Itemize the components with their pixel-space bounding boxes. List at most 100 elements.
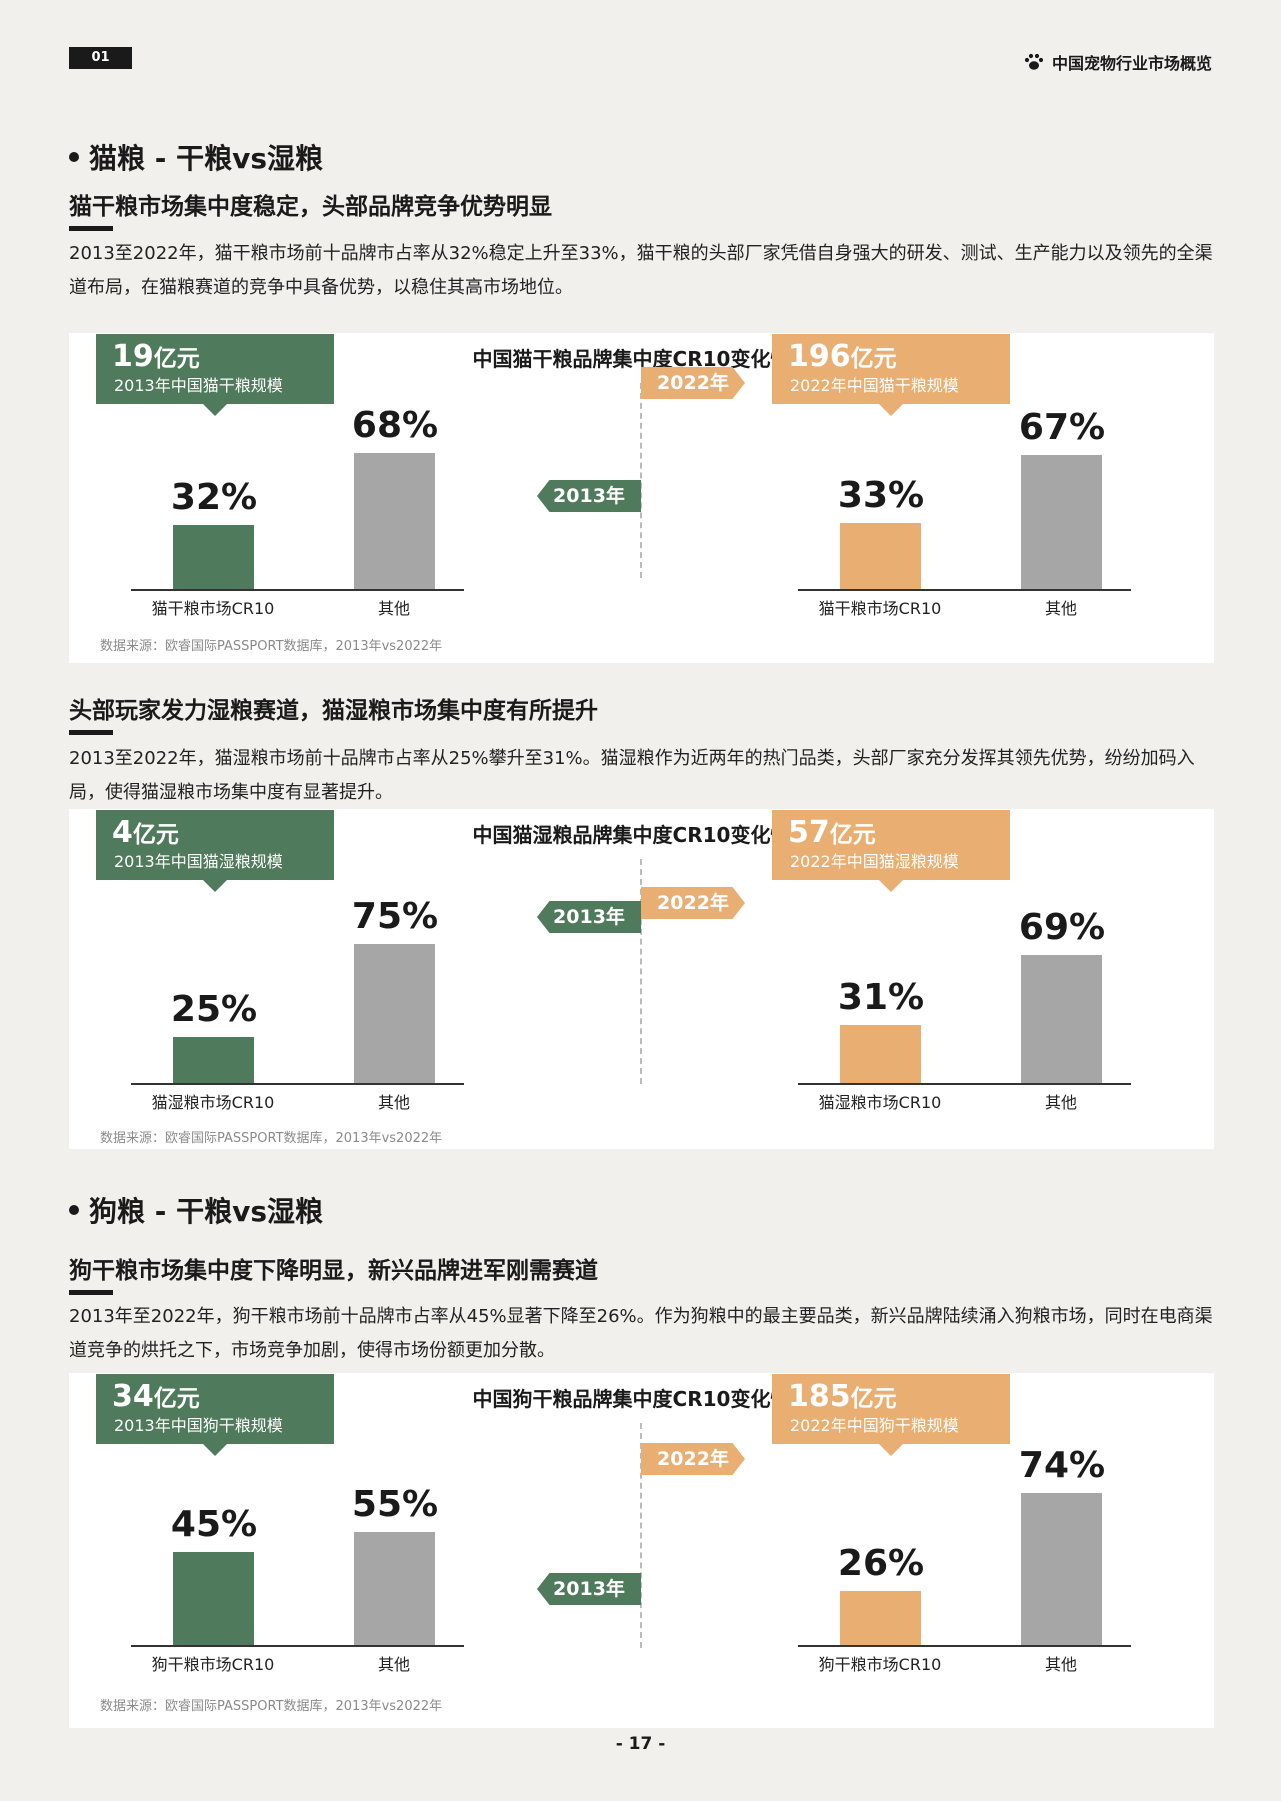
x-label-cr10: 狗干粮市场CR10 <box>151 1655 275 1674</box>
bar-label-other: 74% <box>1018 1444 1106 1486</box>
bar-other <box>354 453 435 589</box>
market-size-number: 19 <box>112 339 154 374</box>
market-size-label: 2022年中国猫干粮规模 <box>790 376 959 395</box>
chart-axis <box>131 1645 464 1647</box>
market-size-unit: 亿元 <box>153 1386 200 1412</box>
report-title: 中国宠物行业市场概览 <box>1051 54 1212 73</box>
section-title-dog: 狗粮 - 干粮vs湿粮 <box>69 1190 323 1230</box>
market-size-unit: 亿元 <box>132 822 179 848</box>
market-size-unit: 亿元 <box>850 346 897 372</box>
x-label-cr10: 猫湿粮市场CR10 <box>818 1093 942 1112</box>
year-tag-2013: 2013年 <box>537 480 641 512</box>
market-size-label: 2022年中国猫湿粮规模 <box>790 852 959 871</box>
bar-label-cr10: 25% <box>170 988 258 1030</box>
page-tag: 01 <box>69 47 132 69</box>
bar-cr10 <box>840 523 921 589</box>
section-title-text: 猫粮 - 干粮vs湿粮 <box>89 142 324 175</box>
chart-axis <box>798 589 1131 591</box>
bullet-dot <box>69 152 79 162</box>
x-label-cr10: 狗干粮市场CR10 <box>818 1655 942 1674</box>
page-number: - 17 - <box>615 1734 666 1754</box>
paw-icon <box>1024 53 1044 70</box>
market-size-value: 185亿元 <box>788 1380 897 1416</box>
bar-cr10 <box>173 525 254 589</box>
market-size-number: 185 <box>788 1379 851 1414</box>
data-source: 数据来源：欧睿国际PASSPORT数据库，2013年vs2022年 <box>100 1131 443 1146</box>
chart-panel: 中国猫干粮品牌集中度CR10变化情况 2022年 2013年 32% 68% 猫干粮市场C… <box>69 333 1214 663</box>
market-size-callout: 4亿元 2013年中国猫湿粮规模 <box>96 810 334 892</box>
year-tag-2022: 2022年 <box>641 1443 745 1475</box>
bar-other <box>1021 455 1102 589</box>
market-size-value: 4亿元 <box>112 816 179 852</box>
bar-cr10 <box>173 1552 254 1645</box>
bar-label-cr10: 31% <box>837 977 925 1019</box>
year-tag-2013: 2013年 <box>537 901 641 933</box>
chart-panel: 中国狗干粮品牌集中度CR10变化情况 2022年 2013年 45% 55% 狗干粮市场C… <box>69 1373 1214 1728</box>
bar-cr10 <box>173 1036 254 1083</box>
market-size-callout: 196亿元 2022年中国猫干粮规模 <box>772 334 1010 416</box>
bar-label-cr10: 33% <box>837 475 925 516</box>
bar-cr10 <box>840 1025 921 1083</box>
chart-title: 中国狗干粮品牌集中度CR10变化情况 <box>472 1387 811 1411</box>
section-title-cat: 猫粮 - 干粮vs湿粮 <box>69 137 323 177</box>
bar-other <box>1021 1492 1102 1645</box>
bar-other <box>354 1531 435 1645</box>
market-size-unit: 亿元 <box>850 1386 897 1412</box>
year-divider <box>640 1423 642 1648</box>
market-size-number: 57 <box>788 815 830 850</box>
block-paragraph: 2013至2022年，猫干粮市场前十品牌市占率从32%稳定上升至33%，猫干粮的… <box>69 243 1213 298</box>
market-size-unit: 亿元 <box>829 822 876 848</box>
market-size-value: 57亿元 <box>788 816 876 852</box>
bar-label-other: 55% <box>351 1483 439 1525</box>
bar-label-cr10: 26% <box>837 1543 925 1585</box>
year-divider <box>640 859 642 1084</box>
market-size-number: 34 <box>112 1379 154 1414</box>
bar-label-other: 67% <box>1018 407 1106 448</box>
bar-label-other: 75% <box>351 895 439 937</box>
x-label-cr10: 猫干粮市场CR10 <box>151 599 275 618</box>
market-size-label: 2013年中国狗干粮规模 <box>114 1416 283 1435</box>
year-tag-2022: 2022年 <box>641 887 745 919</box>
block-subtitle: 头部玩家发力湿粮赛道，猫湿粮市场集中度有所提升 <box>69 698 598 724</box>
market-size-number: 4 <box>112 815 133 850</box>
market-size-unit: 亿元 <box>153 346 200 372</box>
block-subtitle: 狗干粮市场集中度下降明显，新兴品牌进军刚需赛道 <box>69 1258 598 1284</box>
x-label-other: 其他 <box>377 1655 410 1674</box>
x-label-other: 其他 <box>1044 1655 1077 1674</box>
report-header: 中国宠物行业市场概览 <box>1024 50 1212 74</box>
year-divider <box>640 383 642 578</box>
bar-label-other: 68% <box>351 405 439 446</box>
x-label-cr10: 猫湿粮市场CR10 <box>151 1093 275 1112</box>
bar-label-other: 69% <box>1018 906 1106 948</box>
bar-other <box>354 943 435 1083</box>
market-size-label: 2013年中国猫湿粮规模 <box>114 852 283 871</box>
x-label-cr10: 猫干粮市场CR10 <box>818 599 942 618</box>
chart-title: 中国猫湿粮品牌集中度CR10变化情况 <box>472 823 811 847</box>
block-subtitle: 猫干粮市场集中度稳定，头部品牌竞争优势明显 <box>69 194 552 220</box>
x-label-other: 其他 <box>1044 599 1077 618</box>
market-size-callout: 19亿元 2013年中国猫干粮规模 <box>96 334 334 416</box>
year-tag-2013: 2013年 <box>537 1573 641 1605</box>
market-size-value: 34亿元 <box>112 1380 200 1416</box>
section-title-text: 狗粮 - 干粮vs湿粮 <box>89 1195 324 1228</box>
market-size-label: 2022年中国狗干粮规模 <box>790 1416 959 1435</box>
chart-axis <box>798 1083 1131 1085</box>
bullet-dot <box>69 1205 79 1215</box>
block-paragraph: 2013年至2022年，狗干粮市场前十品牌市占率从45%显著下降至26%。作为狗… <box>69 1306 1213 1361</box>
subtitle-underline <box>69 730 113 735</box>
chart-panel: 中国猫湿粮品牌集中度CR10变化情况 2022年 2013年 25% 75% 猫湿粮市场C… <box>69 809 1214 1149</box>
market-size-value: 196亿元 <box>788 340 897 376</box>
chart-axis <box>131 1083 464 1085</box>
chart-axis <box>798 1645 1131 1647</box>
data-source: 数据来源：欧睿国际PASSPORT数据库，2013年vs2022年 <box>100 639 443 654</box>
subtitle-underline <box>69 226 113 231</box>
bar-label-cr10: 32% <box>170 477 258 518</box>
market-size-callout: 185亿元 2022年中国狗干粮规模 <box>772 1374 1010 1456</box>
block-paragraph: 2013至2022年，猫湿粮市场前十品牌市占率从25%攀升至31%。猫湿粮作为近… <box>69 748 1195 803</box>
data-source: 数据来源：欧睿国际PASSPORT数据库，2013年vs2022年 <box>100 1699 443 1714</box>
bar-label-cr10: 45% <box>170 1504 258 1546</box>
x-label-other: 其他 <box>377 1093 410 1112</box>
market-size-callout: 57亿元 2022年中国猫湿粮规模 <box>772 810 1010 892</box>
year-tag-2022: 2022年 <box>641 367 745 399</box>
market-size-value: 19亿元 <box>112 340 200 376</box>
